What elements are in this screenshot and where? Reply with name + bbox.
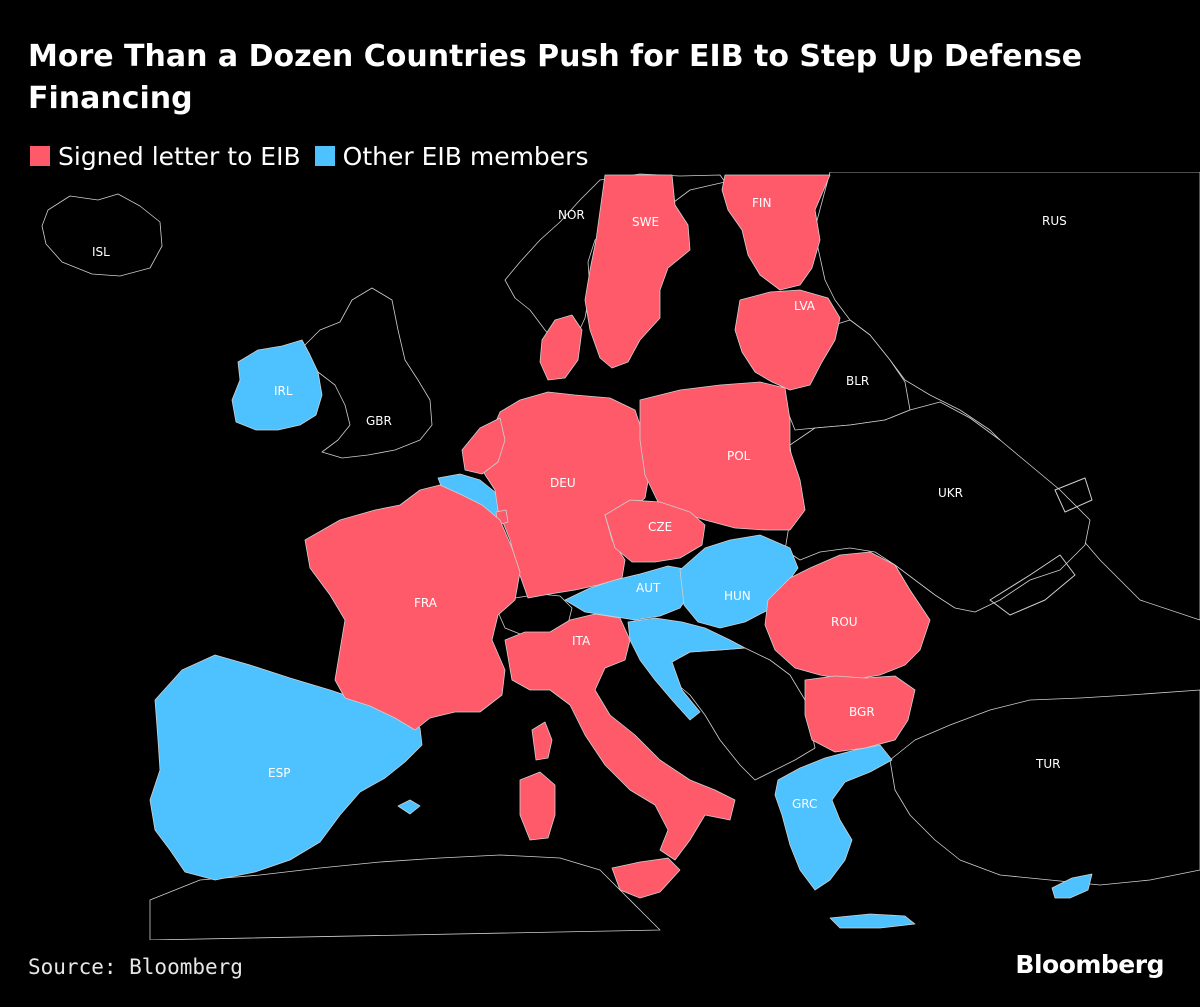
country-esp xyxy=(149,654,423,881)
legend-swatch-signed xyxy=(30,146,50,166)
label-rou: ROU xyxy=(831,615,858,629)
label-pol: POL xyxy=(727,449,751,463)
country-tur xyxy=(889,689,1200,886)
island-sicily xyxy=(611,857,681,899)
disputed-area xyxy=(989,477,1093,616)
country-bgr xyxy=(804,675,916,753)
country-balkans xyxy=(659,647,816,781)
label-bgr: BGR xyxy=(849,705,875,719)
source-note: Source: Bloomberg xyxy=(28,955,243,979)
country-labels: ISL NOR SWE FIN RUS LVA IRL GBR BLR POL … xyxy=(92,196,1067,811)
country-grc xyxy=(774,744,893,891)
label-cze: CZE xyxy=(648,520,672,534)
country-cze xyxy=(604,499,706,563)
label-aut: AUT xyxy=(636,581,661,595)
island-corsica xyxy=(531,721,553,761)
country-rus xyxy=(814,172,1200,621)
label-ita: ITA xyxy=(572,634,591,648)
country-ita xyxy=(504,613,736,861)
country-ukr xyxy=(784,401,1091,613)
bloomberg-logo: Bloomberg xyxy=(1015,950,1164,979)
label-lva: LVA xyxy=(794,299,816,313)
country-gbr xyxy=(299,287,433,459)
country-nld xyxy=(461,417,506,475)
legend-label-signed: Signed letter to EIB xyxy=(58,141,301,171)
country-pol xyxy=(639,381,806,531)
label-fra: FRA xyxy=(414,596,438,610)
label-esp: ESP xyxy=(268,766,290,780)
country-hrv-svn xyxy=(627,617,746,721)
island-sardinia xyxy=(519,771,556,841)
country-irl xyxy=(231,339,323,431)
legend: Signed letter to EIB Other EIB members xyxy=(30,140,602,172)
label-nor: NOR xyxy=(558,208,585,222)
label-irl: IRL xyxy=(274,384,293,398)
island-baleares xyxy=(397,799,421,815)
legend-swatch-members xyxy=(314,146,335,166)
legend-label-members: Other EIB members xyxy=(342,141,589,171)
country-baltics xyxy=(734,289,841,391)
country-fin xyxy=(721,174,831,291)
country-dnk xyxy=(539,314,583,381)
label-deu: DEU xyxy=(550,476,576,490)
north-africa xyxy=(149,854,661,940)
label-isl: ISL xyxy=(92,245,110,259)
label-swe: SWE xyxy=(632,215,659,229)
country-rou xyxy=(764,551,931,681)
country-isl xyxy=(41,193,163,277)
country-swe xyxy=(584,174,691,369)
country-deu xyxy=(481,391,651,599)
label-blr: BLR xyxy=(846,374,869,388)
label-grc: GRC xyxy=(792,797,817,811)
legend-item-members: Other EIB members xyxy=(314,141,589,171)
label-tur: TUR xyxy=(1035,757,1060,771)
label-ukr: UKR xyxy=(938,486,963,500)
island-crete xyxy=(829,913,916,929)
label-gbr: GBR xyxy=(366,414,392,428)
label-hun: HUN xyxy=(724,589,751,603)
chart-title: More Than a Dozen Countries Push for EIB… xyxy=(28,39,1083,116)
label-fin: FIN xyxy=(752,196,771,210)
label-rus: RUS xyxy=(1042,214,1067,228)
legend-item-signed: Signed letter to EIB xyxy=(30,142,301,171)
country-fra xyxy=(304,484,521,731)
island-cyprus xyxy=(1051,873,1093,899)
europe-map: ISL NOR SWE FIN RUS LVA IRL GBR BLR POL … xyxy=(41,172,1200,940)
